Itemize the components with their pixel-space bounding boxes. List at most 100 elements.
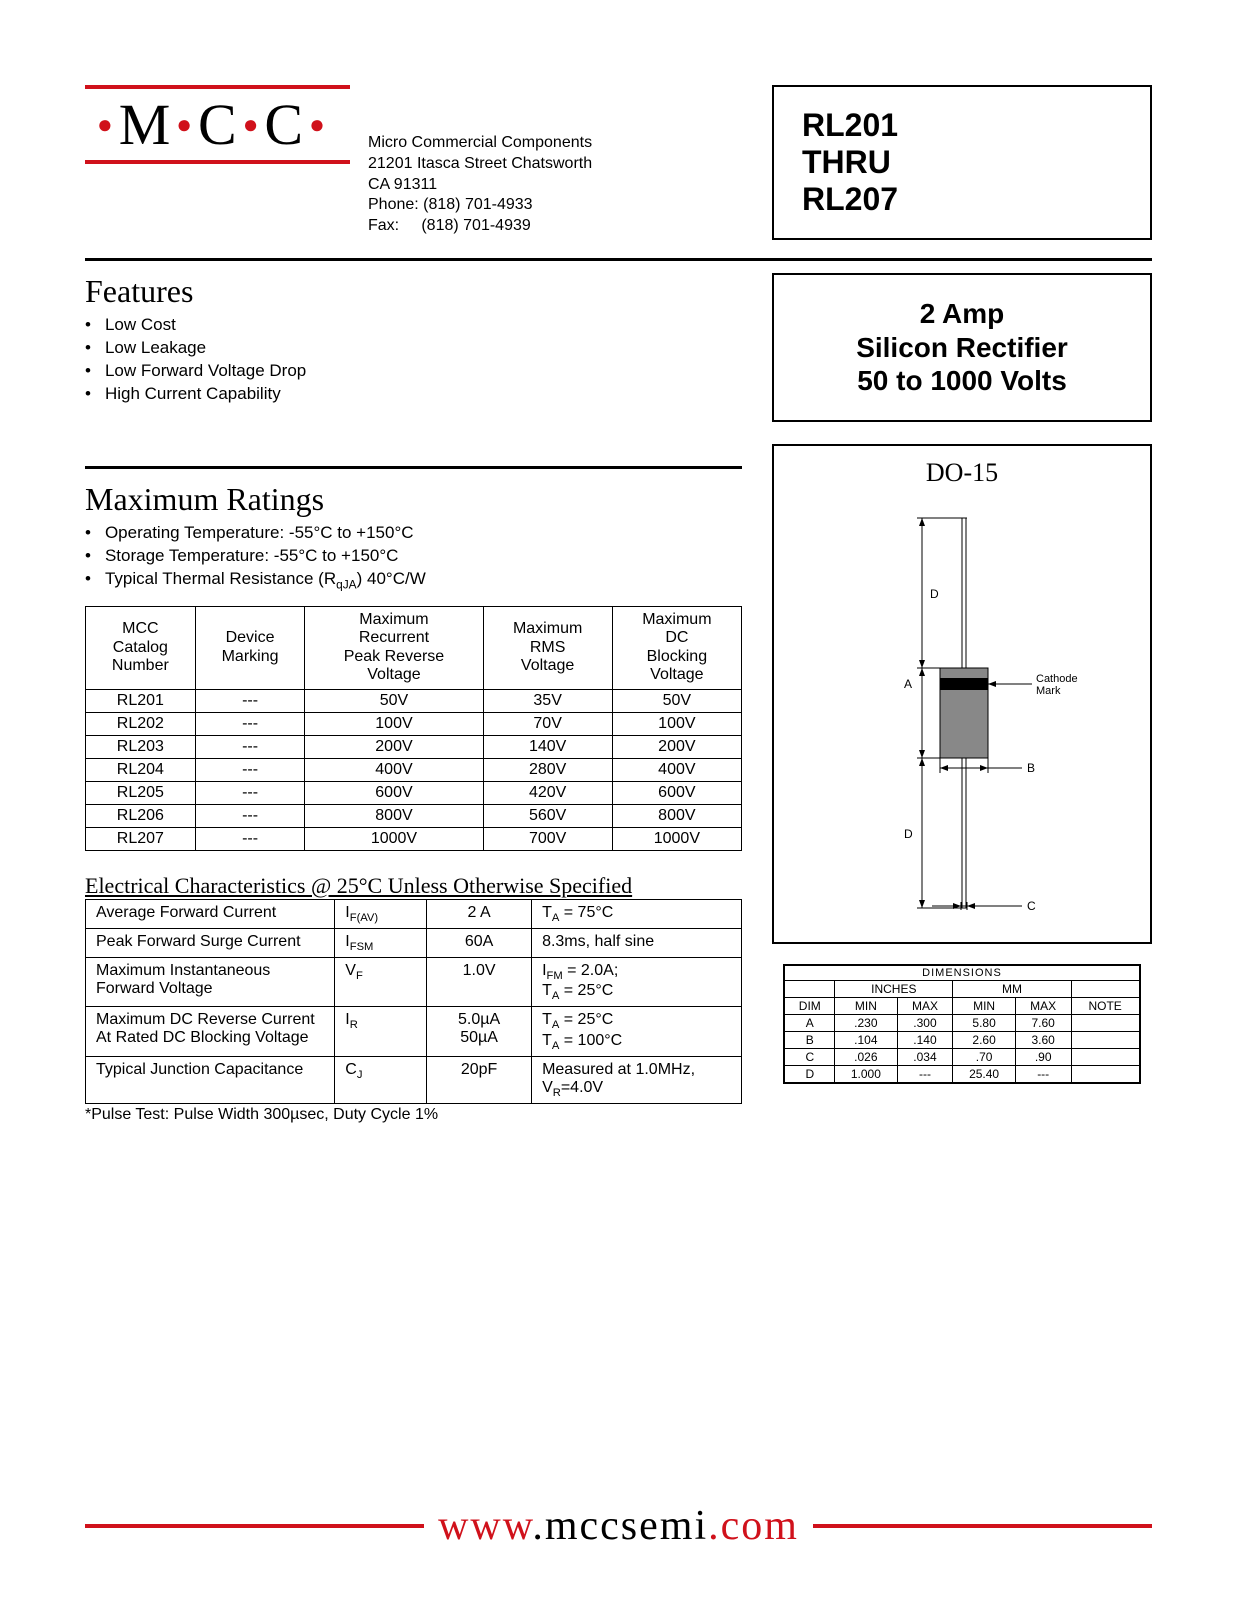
table-cell: IF(AV)	[335, 899, 427, 928]
dim-cols-row: DIM MIN MAX MIN MAX NOTE	[784, 997, 1139, 1014]
dim-title: DIMENSIONS	[784, 965, 1139, 981]
col-header: MaximumDCBlockingVoltage	[612, 607, 741, 690]
part-number-box: RL201 THRU RL207	[772, 85, 1152, 240]
table-cell: .230	[835, 1014, 897, 1031]
main-columns: Features Low Cost Low Leakage Low Forwar…	[85, 273, 1152, 1124]
ratings-bullets: Operating Temperature: -55°C to +150°C S…	[85, 522, 742, 592]
table-cell: 280V	[483, 758, 612, 781]
table-row: B.104.1402.603.60	[784, 1031, 1139, 1048]
ratings-bullet: Operating Temperature: -55°C to +150°C	[107, 522, 742, 545]
table-cell: 60A	[427, 928, 532, 957]
table-cell: A	[784, 1014, 834, 1031]
part-line1: RL201	[802, 107, 1122, 144]
table-cell: RL205	[86, 781, 196, 804]
table-cell: ---	[897, 1065, 953, 1083]
col-header: DeviceMarking	[195, 607, 305, 690]
table-cell: TA = 75°C	[532, 899, 742, 928]
table-cell: Average Forward Current	[86, 899, 335, 928]
company-addr1: 21201 Itasca Street Chatsworth	[368, 154, 592, 175]
company-phone: Phone: (818) 701-4933	[368, 195, 592, 216]
table-cell: .104	[835, 1031, 897, 1048]
svg-text:A: A	[904, 677, 912, 691]
table-row: RL207---1000V700V1000V	[86, 827, 742, 850]
table-cell: 100V	[612, 712, 741, 735]
feature-item: Low Leakage	[107, 337, 742, 360]
table-cell: 20pF	[427, 1056, 532, 1103]
table-cell: 140V	[483, 735, 612, 758]
col-header: MaximumRMSVoltage	[483, 607, 612, 690]
table-cell: 25.40	[953, 1065, 1015, 1083]
spec-box: 2 Amp Silicon Rectifier 50 to 1000 Volts	[772, 273, 1152, 422]
header-left: ●M●C●C● Micro Commercial Components 2120…	[85, 85, 742, 240]
table-cell: ---	[195, 781, 305, 804]
table-cell	[1071, 1014, 1139, 1031]
table-row: RL201---50V35V50V	[86, 689, 742, 712]
table-cell: .90	[1015, 1048, 1071, 1065]
svg-text:Mark: Mark	[1036, 685, 1061, 697]
table-cell: ---	[195, 712, 305, 735]
dim-group: INCHES	[835, 980, 953, 997]
table-cell	[1071, 1031, 1139, 1048]
table-cell: 2 A	[427, 899, 532, 928]
table-cell: 400V	[305, 758, 483, 781]
dim-group: MM	[953, 980, 1071, 997]
table-cell: 50V	[612, 689, 741, 712]
table-cell: 800V	[305, 804, 483, 827]
ratings-title: Maximum Ratings	[85, 481, 742, 518]
logo: ●M●C●C●	[85, 85, 350, 240]
table-cell: 3.60	[1015, 1031, 1071, 1048]
company-name: Micro Commercial Components	[368, 133, 592, 154]
table-row: D1.000---25.40---	[784, 1065, 1139, 1083]
dim-col: MAX	[1015, 997, 1071, 1014]
table-cell: Maximum Instantaneous Forward Voltage	[86, 958, 335, 1007]
table-cell: B	[784, 1031, 834, 1048]
table-cell: TA = 25°CTA = 100°C	[532, 1007, 742, 1056]
table-row: A.230.3005.807.60	[784, 1014, 1139, 1031]
table-cell: IR	[335, 1007, 427, 1056]
dimensions-table: DIMENSIONS INCHES MM DIM MIN MAX MIN MAX…	[783, 964, 1140, 1084]
svg-text:D: D	[930, 587, 939, 601]
table-cell: .70	[953, 1048, 1015, 1065]
table-cell: C	[784, 1048, 834, 1065]
divider	[85, 466, 742, 469]
footer-bar	[85, 1524, 424, 1528]
table-row: Peak Forward Surge CurrentIFSM60A8.3ms, …	[86, 928, 742, 957]
part-line3: RL207	[802, 181, 1122, 218]
table-cell: ---	[195, 689, 305, 712]
table-cell: 5.80	[953, 1014, 1015, 1031]
table-cell: 100V	[305, 712, 483, 735]
table-cell: .140	[897, 1031, 953, 1048]
features-list: Low Cost Low Leakage Low Forward Voltage…	[85, 314, 742, 406]
feature-item: Low Forward Voltage Drop	[107, 360, 742, 383]
dim-col: NOTE	[1071, 997, 1139, 1014]
table-cell: 600V	[612, 781, 741, 804]
elec-table: Average Forward CurrentIF(AV)2 ATA = 75°…	[85, 899, 742, 1104]
ratings-bullet: Storage Temperature: -55°C to +150°C	[107, 545, 742, 568]
table-cell: 70V	[483, 712, 612, 735]
table-cell: .034	[897, 1048, 953, 1065]
table-cell: RL202	[86, 712, 196, 735]
table-row: RL206---800V560V800V	[86, 804, 742, 827]
logo-text: ●M●C●C●	[85, 89, 350, 160]
table-cell: IFSM	[335, 928, 427, 957]
table-cell: 200V	[612, 735, 741, 758]
footer-url: www.mccsemi.com	[438, 1502, 799, 1550]
right-column: 2 Amp Silicon Rectifier 50 to 1000 Volts…	[772, 273, 1152, 1124]
package-box: DO-15 D	[772, 444, 1152, 944]
table-cell: 600V	[305, 781, 483, 804]
table-cell: Maximum DC Reverse Current At Rated DC B…	[86, 1007, 335, 1056]
elec-footnote: *Pulse Test: Pulse Width 300µsec, Duty C…	[85, 1106, 742, 1124]
table-header-row: MCCCatalogNumber DeviceMarking MaximumRe…	[86, 607, 742, 690]
table-row: RL203---200V140V200V	[86, 735, 742, 758]
table-cell: RL204	[86, 758, 196, 781]
table-cell	[1071, 1065, 1139, 1083]
table-cell: 50V	[305, 689, 483, 712]
spec-line1: 2 Amp	[798, 297, 1126, 331]
header: ●M●C●C● Micro Commercial Components 2120…	[85, 85, 1152, 240]
table-cell: ---	[1015, 1065, 1071, 1083]
table-row: Typical Junction CapacitanceCJ20pFMeasur…	[86, 1056, 742, 1103]
table-row: RL205---600V420V600V	[86, 781, 742, 804]
table-cell: D	[784, 1065, 834, 1083]
company-address: Micro Commercial Components 21201 Itasca…	[368, 85, 592, 240]
table-cell: Measured at 1.0MHz, VR=4.0V	[532, 1056, 742, 1103]
